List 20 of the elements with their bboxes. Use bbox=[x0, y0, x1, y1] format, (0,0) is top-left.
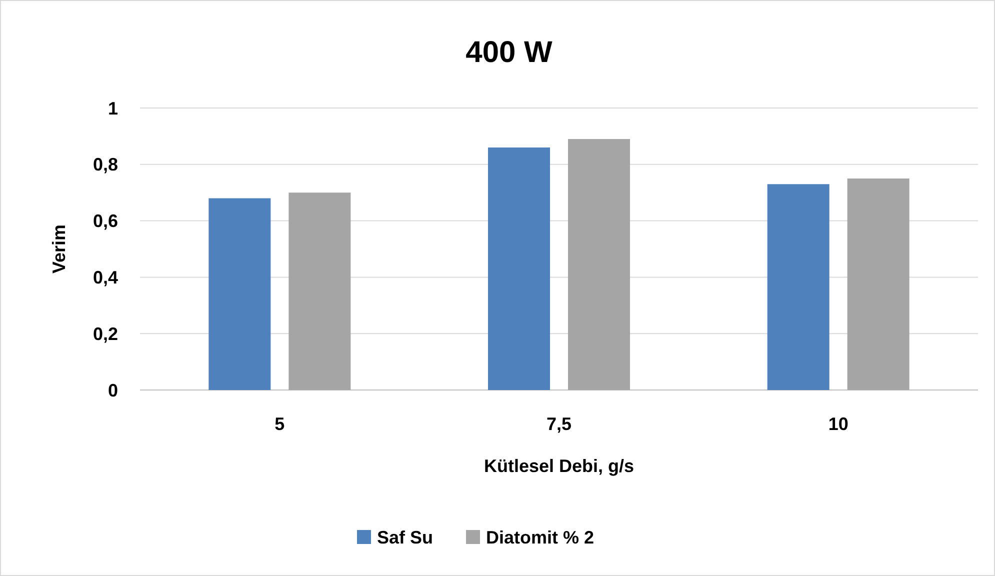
bar bbox=[208, 198, 271, 390]
bar bbox=[847, 178, 910, 390]
legend-label: Diatomit % 2 bbox=[486, 527, 594, 548]
chart-title: 400 W bbox=[466, 36, 554, 69]
x-tick-label: 5 bbox=[274, 414, 285, 434]
y-tick-label: 0,4 bbox=[92, 268, 118, 288]
bar bbox=[488, 147, 550, 390]
x-axis-title: Kütlesel Debi, g/s bbox=[484, 456, 634, 476]
y-axis-title: Verim bbox=[49, 224, 69, 274]
legend-label: Saf Su bbox=[377, 527, 434, 548]
y-tick-label: 0,2 bbox=[92, 324, 118, 344]
bar bbox=[568, 139, 630, 390]
y-tick-label: 0,6 bbox=[92, 211, 118, 232]
bar bbox=[767, 184, 830, 390]
y-tick-label: 1 bbox=[108, 98, 118, 118]
x-tick-label: 7,5 bbox=[546, 414, 572, 434]
y-tick-label: 0 bbox=[108, 380, 118, 400]
bar bbox=[288, 192, 351, 390]
x-tick-label: 10 bbox=[828, 414, 848, 434]
y-tick-label: 0,8 bbox=[92, 154, 118, 175]
